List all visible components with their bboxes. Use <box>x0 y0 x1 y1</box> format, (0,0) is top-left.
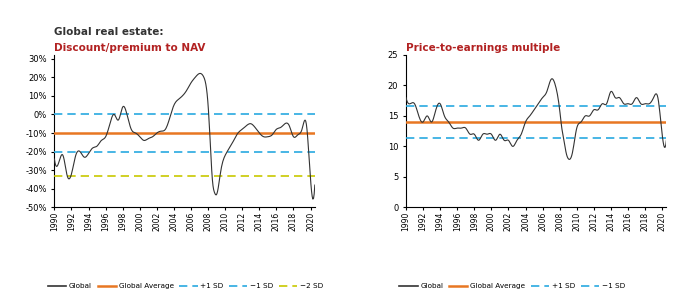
Text: Global real estate:: Global real estate: <box>54 27 164 38</box>
Text: Price-to-earnings multiple: Price-to-earnings multiple <box>406 43 560 53</box>
Legend: Global, Global Average, +1 SD, −1 SD, −2 SD: Global, Global Average, +1 SD, −1 SD, −2… <box>45 280 326 292</box>
Legend: Global, Global Average, +1 SD, −1 SD: Global, Global Average, +1 SD, −1 SD <box>396 280 628 292</box>
Text: Discount/premium to NAV: Discount/premium to NAV <box>54 43 206 53</box>
